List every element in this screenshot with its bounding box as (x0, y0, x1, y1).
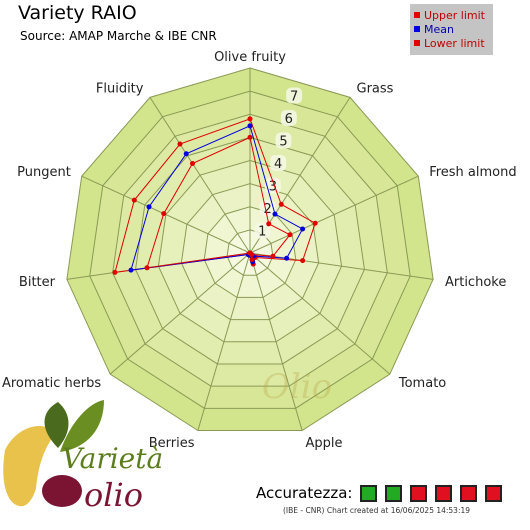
chart-watermark: Olio (262, 367, 332, 407)
chart-subtitle: Source: AMAP Marche & IBE CNR (20, 29, 217, 43)
tick-label: 1 (258, 225, 266, 240)
radar-tick-labels: 1 2 3 4 5 6 7 (254, 87, 303, 240)
legend: Upper limit Mean Lower limit (410, 4, 493, 55)
axis-label: Artichoke (445, 275, 506, 290)
series-point (131, 197, 137, 203)
series-point (247, 250, 253, 256)
logo-text-varieta: Varietà (62, 442, 163, 475)
axis-label: Bitter (19, 275, 56, 290)
accuracy-box-green (360, 484, 378, 502)
logo-yellow-shape (3, 426, 56, 507)
accuracy-indicator: Accuratezza: (256, 484, 510, 502)
accuracy-box-red (485, 484, 503, 502)
series-point (247, 134, 253, 140)
axis-label: Berries (149, 436, 195, 451)
axis-label: Pungent (17, 165, 71, 180)
series-point (300, 258, 306, 264)
accuracy-label: Accuratezza: (256, 484, 353, 502)
series-point (112, 269, 118, 275)
radar-spoke (149, 97, 251, 254)
legend-swatch-lower (414, 40, 420, 46)
legend-label-upper: Upper limit (424, 8, 485, 22)
axis-label: Apple (306, 436, 343, 451)
series-point (300, 226, 306, 232)
tick-label-bg (275, 132, 292, 149)
tick-label: 5 (279, 135, 287, 150)
axis-label: Fluidity (96, 81, 144, 96)
accuracy-boxes (360, 484, 510, 502)
series-point (287, 232, 293, 238)
series-point (247, 116, 253, 122)
chart-footer: (IBE - CNR) Chart created at 16/06/2025 … (283, 506, 471, 515)
radar-spoke (197, 252, 251, 431)
axis-label: Olive fruity (214, 50, 286, 65)
series-point (177, 141, 183, 147)
legend-label-mean: Mean (424, 22, 454, 36)
series-point (144, 265, 150, 271)
logo-olive-icon (42, 475, 82, 507)
radar-series (112, 116, 318, 275)
axis-label: Aromatic herbs (2, 376, 101, 391)
radar-spoke (249, 252, 303, 431)
logo-leaf-icon (44, 402, 69, 448)
series-point (312, 220, 318, 226)
series-point (128, 267, 134, 273)
variety-logo: Varietà olio (3, 400, 163, 514)
radar-axis-labels: Olive fruity Grass Fresh almond Artichoke To… (2, 50, 517, 451)
axis-label: Grass (357, 81, 394, 96)
watermark-text: Olio (262, 367, 332, 407)
accuracy-box-red (410, 484, 428, 502)
legend-label-lower: Lower limit (424, 36, 485, 50)
tick-label-bg (280, 110, 297, 126)
tick-label-bg (254, 222, 271, 239)
series-point (266, 221, 272, 227)
tick-label-bg (286, 87, 303, 104)
legend-swatch-upper (414, 12, 420, 18)
tick-label: 2 (263, 202, 271, 217)
radar-spoke (249, 252, 391, 375)
tick-label: 3 (269, 180, 277, 195)
logo-text-olio: olio (84, 476, 143, 514)
series-point (278, 201, 284, 207)
series-point (247, 123, 253, 129)
tick-label: 6 (285, 112, 293, 127)
axis-label: Fresh almond (429, 165, 516, 180)
tick-label-bg (270, 155, 287, 171)
series-point (284, 255, 290, 261)
tick-label-bg (259, 200, 276, 216)
radar-spoke (249, 175, 419, 254)
series-point (146, 204, 152, 210)
tick-label-bg (264, 177, 281, 194)
series-point (189, 161, 195, 167)
legend-item-lower: Lower limit (410, 36, 493, 50)
accuracy-box-red (460, 484, 478, 502)
tick-label: 4 (274, 157, 282, 172)
legend-item-mean: Mean (410, 22, 493, 36)
chart-title: Variety RAIO (18, 2, 137, 24)
series-point (272, 211, 278, 217)
series-point (183, 151, 189, 157)
accuracy-box-red (435, 484, 453, 502)
tick-label: 7 (290, 90, 298, 105)
legend-swatch-mean (414, 26, 420, 32)
radar-spoke (109, 252, 251, 375)
series-point (249, 257, 255, 263)
series-point (270, 253, 276, 259)
axis-label: Tomato (398, 376, 446, 391)
series-point (161, 211, 167, 217)
logo-leaf-icon-2 (60, 400, 104, 452)
accuracy-box-green (385, 484, 403, 502)
legend-item-upper: Upper limit (410, 8, 493, 22)
